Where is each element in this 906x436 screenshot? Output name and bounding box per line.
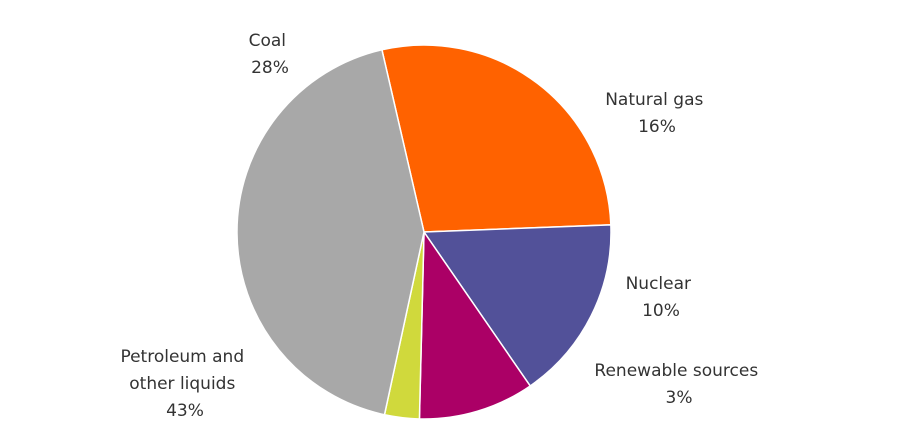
label-coal-value: 28% xyxy=(251,58,289,78)
pie-slices xyxy=(236,44,612,420)
label-petroleum-line1: Petroleum and xyxy=(120,347,244,367)
slice-coal xyxy=(381,44,612,233)
label-natural-gas: Natural gas 16% xyxy=(605,90,709,137)
label-natural-gas-value: 16% xyxy=(638,117,676,137)
label-renewable-sources-name: Renewable sources xyxy=(594,361,758,381)
label-renewable-sources: Renewable sources 3% xyxy=(594,361,763,408)
label-nuclear-name: Nuclear xyxy=(626,274,691,294)
label-petroleum-value: 43% xyxy=(166,401,204,421)
label-petroleum: Petroleum and other liquids 43% xyxy=(120,347,249,421)
label-coal: Coal 28% xyxy=(249,31,292,78)
slice-petroleum-and-other-liquids xyxy=(236,48,425,416)
slice-nuclear xyxy=(418,229,532,420)
label-petroleum-line2: other liquids xyxy=(129,374,235,394)
label-natural-gas-name: Natural gas xyxy=(605,90,703,110)
label-coal-name: Coal xyxy=(249,31,286,51)
label-renewable-sources-value: 3% xyxy=(666,388,693,408)
slice-natural-gas xyxy=(422,224,612,387)
label-nuclear: Nuclear 10% xyxy=(626,274,697,321)
label-nuclear-value: 10% xyxy=(642,301,680,321)
